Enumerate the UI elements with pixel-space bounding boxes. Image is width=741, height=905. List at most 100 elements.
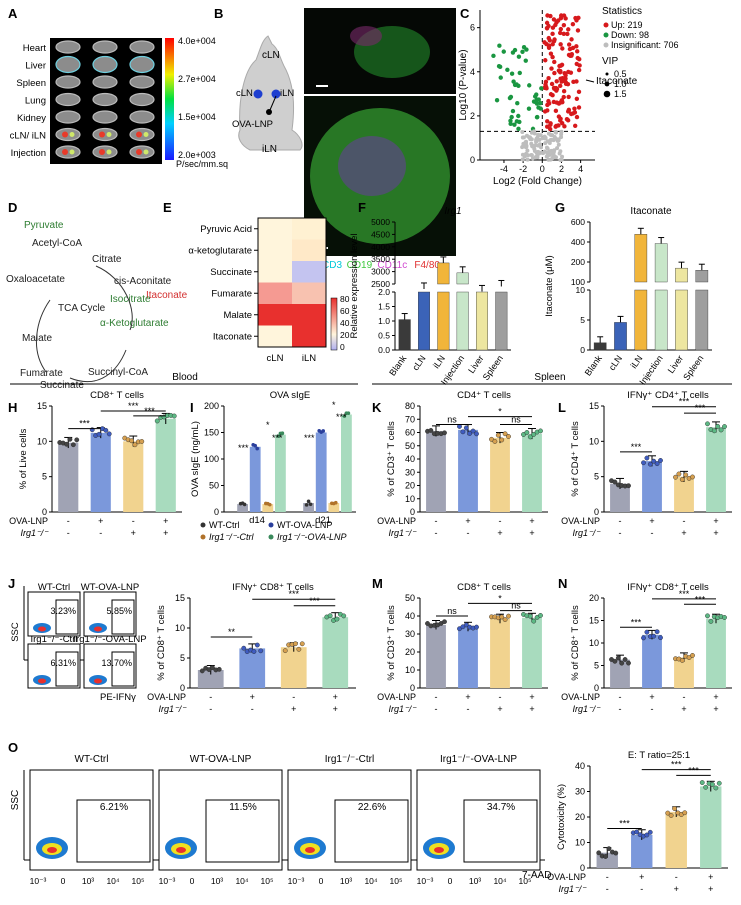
y-tick-label: 20 [405, 481, 415, 491]
chart-title: OVA sIgE [270, 390, 310, 401]
insignificant-point [556, 137, 561, 142]
data-point [296, 646, 302, 652]
data-point [506, 434, 511, 439]
y-tick-label: 0 [580, 863, 585, 873]
y-tick-label: 5000 [371, 217, 390, 227]
sig-label: ns [511, 601, 521, 611]
up-point [544, 124, 550, 129]
gate-percentage: 22.6% [358, 802, 386, 813]
bar [197, 670, 224, 688]
data-point [425, 621, 430, 626]
y-axis-label: SSC [10, 790, 21, 811]
y-tick-label: 0 [580, 345, 585, 355]
xrow-irg-label: Irg1⁻/⁻ [388, 528, 417, 538]
y-tick-label: 10 [575, 838, 585, 848]
y-tick-label: 15 [589, 401, 599, 411]
bar [675, 267, 688, 283]
heatmap-scale-label: 40 [340, 318, 350, 328]
xrow-value: + [713, 528, 718, 538]
x-tick-label: iLN [431, 353, 447, 370]
x-tick-label: -4 [500, 164, 508, 174]
xrow-ova-label: OVA-LNP [377, 692, 416, 702]
gate-percentage: 5.85% [106, 606, 132, 616]
organ-label: Heart [23, 43, 47, 54]
up-point [576, 89, 582, 95]
flow-plot-title: Irg1⁻/⁻-OVA-LNP [73, 634, 146, 645]
legend-marker [603, 32, 609, 38]
flow-density-core [47, 847, 57, 853]
organ-image [129, 92, 155, 107]
down-point [520, 49, 525, 54]
bar [654, 243, 668, 283]
xrow-ova-label: OVA-LNP [547, 872, 586, 882]
y-tick-label: 0.5 [378, 331, 390, 341]
up-point [556, 114, 562, 119]
panel-label-D: D [8, 200, 17, 215]
data-point [713, 785, 719, 791]
down-point [496, 63, 502, 69]
up-point [559, 13, 564, 18]
flow-plot-title: WT-Ctrl [38, 582, 70, 593]
sig-label: *** [695, 403, 706, 413]
x-tick-label: Blank [583, 353, 604, 378]
col-label: cLN [267, 353, 284, 364]
data-point [644, 629, 650, 635]
data-point [241, 645, 247, 651]
xrow-value: + [465, 692, 470, 702]
bar [426, 625, 446, 688]
heatmap-cell [292, 261, 326, 283]
data-point [718, 427, 724, 433]
data-point [626, 660, 631, 666]
insignificant-point [552, 135, 557, 140]
xrow-value: + [708, 872, 713, 882]
bar [522, 433, 542, 512]
xrow-value: - [619, 692, 622, 702]
x-axis-label: Log2 (Fold Change) [493, 176, 582, 187]
up-point [550, 54, 555, 60]
heatmap-cell [292, 239, 326, 261]
data-point [129, 438, 134, 444]
insignificant-point [534, 139, 539, 144]
vip-marker [605, 72, 609, 76]
insignificant-point [533, 154, 538, 159]
gate [55, 651, 79, 687]
gate [76, 799, 151, 863]
up-point [558, 63, 564, 68]
bar [456, 291, 469, 351]
chart-title: CD8⁺ T cells [90, 390, 144, 401]
data-point [606, 846, 612, 852]
up-point [566, 94, 571, 100]
insignificant-point [558, 149, 563, 154]
gate [111, 599, 135, 635]
data-point [722, 615, 727, 620]
y-tick-label: 4 [470, 67, 475, 77]
data-point [321, 429, 326, 433]
flow-density-core [94, 678, 102, 684]
sig-label: * [498, 593, 502, 603]
bar [634, 289, 648, 351]
data-point [658, 635, 663, 641]
data-point [644, 832, 650, 838]
up-point [550, 31, 555, 37]
y-tick-label: 15 [589, 616, 599, 626]
down-point [507, 95, 513, 101]
panel-label-J: J [8, 576, 15, 591]
xrow-value: + [529, 704, 534, 714]
insignificant-point [529, 153, 534, 158]
data-point [647, 829, 653, 835]
data-point [524, 430, 530, 435]
up-point [546, 35, 551, 41]
xrow-value: + [529, 528, 534, 538]
bar [706, 618, 726, 688]
data-point [280, 431, 285, 436]
down-point [510, 108, 516, 114]
data-point [304, 503, 309, 507]
data-point [710, 782, 715, 787]
y-tick-label: 5 [180, 653, 185, 663]
insignificant-point [559, 157, 564, 162]
up-point [548, 126, 553, 132]
y-tick-label: 0 [410, 507, 415, 517]
up-point [560, 75, 565, 81]
down-point [509, 114, 514, 120]
up-point [561, 22, 567, 28]
